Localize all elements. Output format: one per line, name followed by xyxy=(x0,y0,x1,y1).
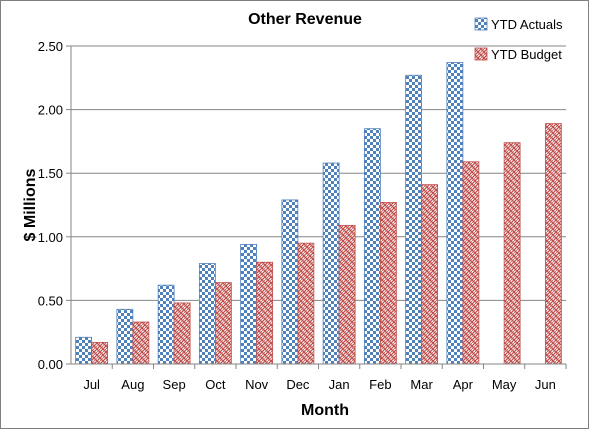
bar-ytd-actuals-jan xyxy=(322,162,340,365)
y-tick-label: 0.50 xyxy=(38,293,63,308)
bar-ytd-actuals-dec xyxy=(281,199,299,365)
bar-ytd-budget-feb xyxy=(379,202,397,365)
bar-ytd-budget-apr xyxy=(462,161,480,365)
x-tick-label: Aug xyxy=(121,377,144,392)
bar-ytd-actuals-jul xyxy=(75,336,93,365)
x-tick-label: Apr xyxy=(453,377,474,392)
y-axis-ticks: 0.00 0.50 1.00 1.50 2.00 2.50 xyxy=(38,39,71,372)
bar-ytd-budget-aug xyxy=(132,321,150,365)
bar-ytd-budget-dec xyxy=(297,242,315,365)
y-tick-label: 1.00 xyxy=(38,230,63,245)
x-tick-label: Jun xyxy=(535,377,556,392)
bar-ytd-actuals-mar xyxy=(405,74,423,365)
y-tick-label: 1.50 xyxy=(38,166,63,181)
x-axis-ticks: Jul Aug Sep Oct Nov Dec Jan Feb Mar Apr May Jun xyxy=(83,364,567,392)
y-tick-label: 0.00 xyxy=(38,357,63,372)
x-tick-label: Mar xyxy=(410,377,433,392)
legend-swatch-ytd-actuals xyxy=(474,17,488,31)
y-axis-title: $ Millions xyxy=(22,168,39,241)
x-tick-label: Oct xyxy=(205,377,226,392)
bar-ytd-budget-oct xyxy=(214,282,232,365)
bar-ytd-actuals-aug xyxy=(116,308,134,365)
bar-ytd-budget-mar xyxy=(421,184,439,365)
y-tick-label: 2.50 xyxy=(38,39,63,54)
legend-label-ytd-budget: YTD Budget xyxy=(491,47,562,62)
x-axis-title: Month xyxy=(301,402,349,419)
bar-ytd-budget-jan xyxy=(338,224,356,365)
x-tick-label: Jan xyxy=(329,377,350,392)
y-tick-label: 2.00 xyxy=(38,103,63,118)
bar-ytd-actuals-feb xyxy=(363,128,381,365)
chart-title: Other Revenue xyxy=(248,11,362,28)
bar-ytd-actuals-oct xyxy=(198,263,216,365)
x-tick-label: Jul xyxy=(83,377,100,392)
legend-swatch-ytd-budget xyxy=(474,47,488,61)
legend-label-ytd-actuals: YTD Actuals xyxy=(491,17,563,32)
gridlines xyxy=(71,45,566,301)
x-tick-label: Nov xyxy=(245,377,269,392)
x-tick-label: Feb xyxy=(369,377,391,392)
x-tick-label: Dec xyxy=(286,377,310,392)
bars xyxy=(75,62,562,365)
x-tick-label: May xyxy=(492,377,517,392)
bar-ytd-actuals-apr xyxy=(446,62,464,365)
legend: YTD Actuals YTD Budget xyxy=(474,17,563,62)
bar-ytd-actuals-sep xyxy=(157,284,175,365)
x-tick-label: Sep xyxy=(163,377,186,392)
bar-ytd-budget-sep xyxy=(173,302,191,365)
bar-ytd-budget-jun xyxy=(544,123,562,365)
bar-ytd-actuals-nov xyxy=(240,244,258,365)
bar-ytd-budget-jul xyxy=(91,341,109,365)
bar-ytd-budget-nov xyxy=(256,261,274,365)
bar-ytd-budget-may xyxy=(503,142,521,365)
